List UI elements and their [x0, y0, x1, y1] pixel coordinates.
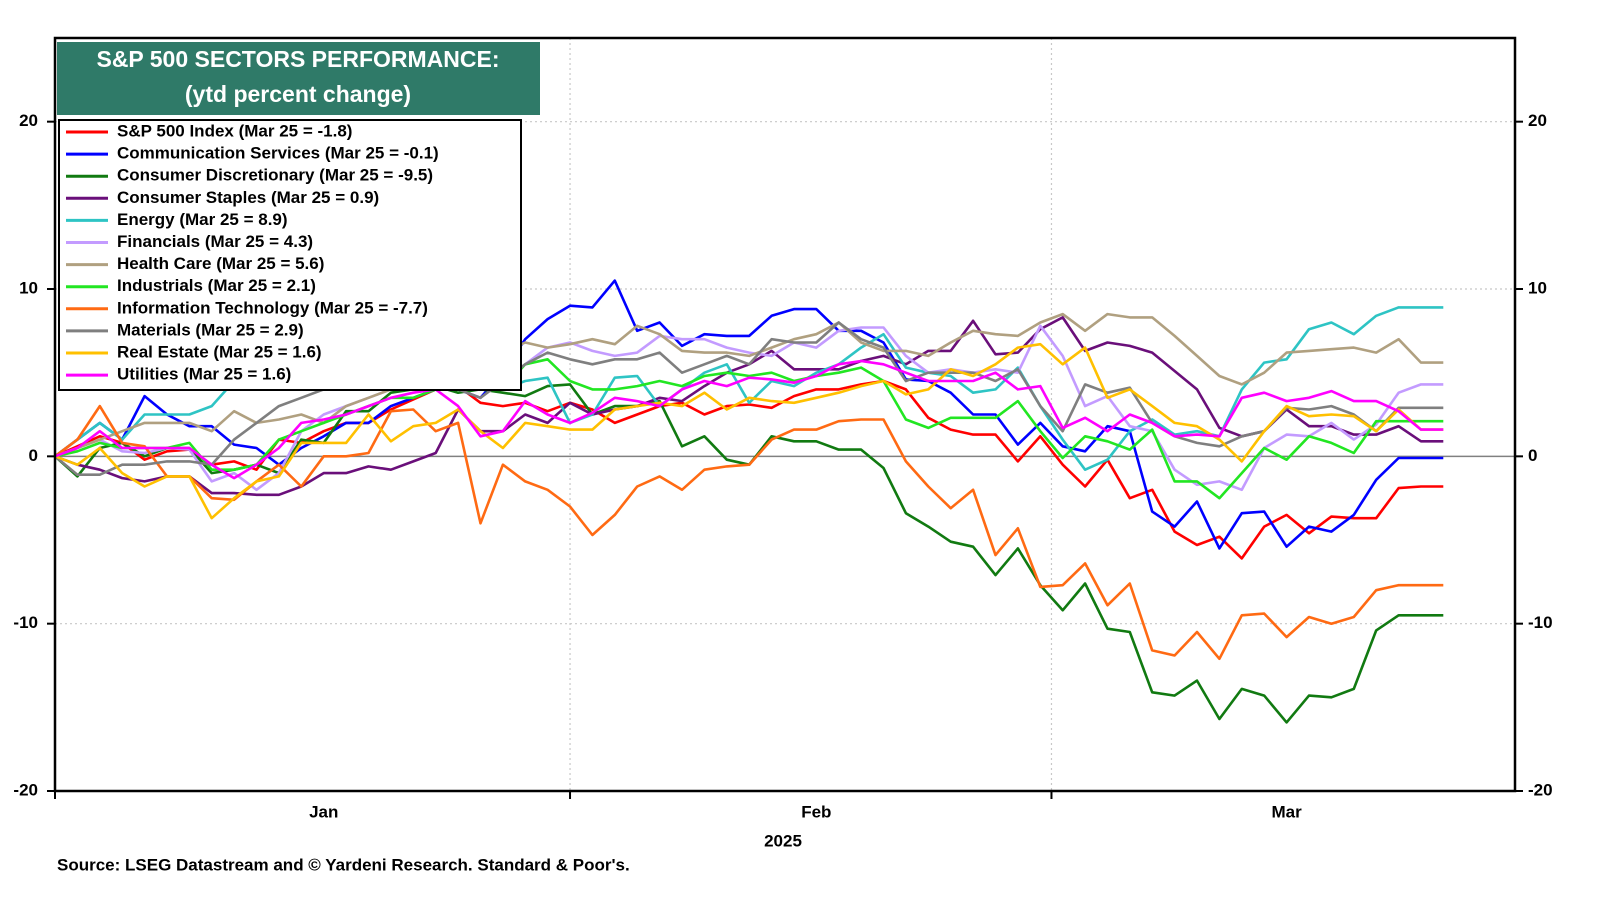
chart-title: S&P 500 SECTORS PERFORMANCE: — [96, 46, 499, 72]
legend-label: Consumer Discretionary (Mar 25 = -9.5) — [117, 166, 433, 185]
legend-label: Energy (Mar 25 = 8.9) — [117, 210, 288, 229]
lines-layer — [54, 279, 1444, 724]
legend: S&P 500 Index (Mar 25 = -1.8) Communicati… — [66, 121, 439, 384]
x-tick-label: Jan — [309, 802, 338, 821]
title-box — [57, 42, 540, 115]
plot-frame — [53, 36, 1517, 793]
axis-labels: -20 -20 -10 -10 0 0 10 10 20 20 Jan Feb Mar — [13, 111, 1552, 821]
chart-subtitle: (ytd percent change) — [185, 81, 411, 107]
x-tick-label: Feb — [801, 802, 831, 821]
series-line — [54, 312, 1444, 458]
y2-tick-label: 0 — [1528, 446, 1537, 465]
legend-label: Real Estate (Mar 25 = 1.6) — [117, 342, 322, 361]
legend-label: Materials (Mar 25 = 2.9) — [117, 320, 304, 339]
y2-tick-label: 10 — [1528, 278, 1547, 297]
series-line — [54, 404, 1444, 661]
legend-label: Information Technology (Mar 25 = -7.7) — [117, 298, 428, 317]
x-axis-title: 2025 — [764, 831, 802, 850]
source-note: Source: LSEG Datastream and © Yardeni Re… — [57, 855, 630, 874]
series-line — [54, 359, 1444, 480]
y-tick-label: -20 — [13, 780, 38, 799]
y2-tick-label: -20 — [1528, 780, 1553, 799]
legend-label: Utilities (Mar 25 = 1.6) — [117, 365, 291, 384]
y-tick-label: 20 — [19, 111, 38, 130]
legend-box — [58, 119, 522, 391]
legend-label: Industrials (Mar 25 = 2.1) — [117, 276, 316, 295]
legend-label: S&P 500 Index (Mar 25 = -1.8) — [117, 121, 352, 140]
series-line — [54, 358, 1444, 500]
y-tick-label: 10 — [19, 278, 38, 297]
legend-label: Communication Services (Mar 25 = -0.1) — [117, 144, 439, 163]
x-tick-label: Mar — [1271, 802, 1302, 821]
legend-label: Consumer Staples (Mar 25 = 0.9) — [117, 188, 379, 207]
series-line — [54, 321, 1444, 476]
y-tick-label: 0 — [29, 446, 38, 465]
y2-tick-label: 20 — [1528, 111, 1547, 130]
y-tick-label: -10 — [13, 613, 38, 632]
legend-label: Health Care (Mar 25 = 5.6) — [117, 254, 324, 273]
y2-tick-label: -10 — [1528, 613, 1553, 632]
legend-label: Financials (Mar 25 = 4.3) — [117, 232, 313, 251]
series-line — [54, 324, 1444, 492]
